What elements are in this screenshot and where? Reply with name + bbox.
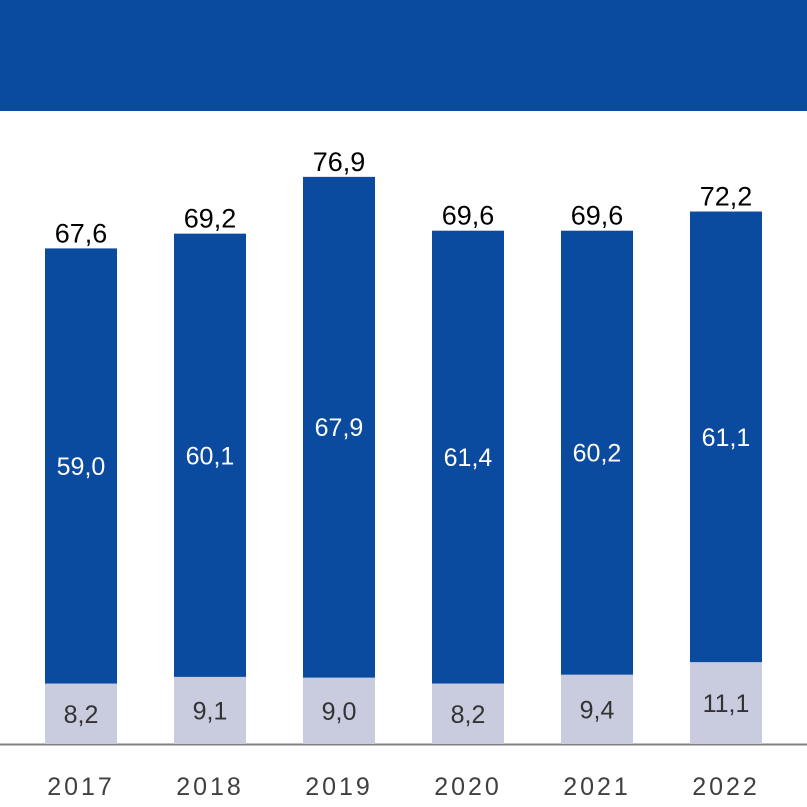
- data-label-upper: 60,2: [573, 440, 622, 468]
- bar-segment-lower: [174, 676, 246, 744]
- x-tick-label: 2019: [305, 773, 373, 801]
- bar-segment-lower: [561, 674, 633, 744]
- bar-segment-upper: [561, 230, 633, 675]
- bar-segment-lower: [690, 662, 762, 744]
- data-label-lower: 11,1: [703, 690, 750, 718]
- x-tick-label: 2022: [692, 773, 760, 801]
- data-label-lower: 8,2: [64, 701, 99, 729]
- x-tick-label: 2020: [434, 773, 502, 801]
- bar-segment-upper: [690, 211, 762, 663]
- data-label-lower: 9,0: [322, 698, 357, 726]
- data-label-upper: 59,0: [57, 453, 106, 481]
- bar-segment-upper: [45, 248, 117, 684]
- data-label-upper: 60,1: [186, 442, 235, 470]
- data-label-upper: 61,4: [444, 444, 493, 472]
- bar-segment-upper: [432, 230, 504, 684]
- bar-segment-lower: [432, 683, 504, 744]
- data-label-total: 69,6: [442, 201, 495, 231]
- data-label-upper: 61,1: [702, 424, 751, 452]
- data-label-lower: 9,1: [193, 697, 228, 725]
- x-tick-label: 2018: [176, 773, 244, 801]
- header-band: [0, 0, 807, 111]
- data-label-lower: 9,4: [580, 696, 615, 724]
- data-label-total: 67,6: [55, 218, 108, 248]
- x-tick-label: 2017: [47, 773, 115, 801]
- data-label-total: 76,9: [313, 147, 366, 177]
- data-label-total: 72,2: [700, 182, 753, 212]
- data-label-lower: 8,2: [451, 701, 486, 729]
- data-label-total: 69,2: [184, 204, 237, 234]
- bar-segment-lower: [45, 683, 117, 744]
- data-label-total: 69,6: [571, 201, 624, 231]
- bar-segment-lower: [303, 677, 375, 744]
- data-label-upper: 67,9: [315, 414, 364, 442]
- x-tick-label: 2021: [563, 773, 631, 801]
- bar-segment-upper: [174, 233, 246, 677]
- bar-segment-upper: [303, 176, 375, 678]
